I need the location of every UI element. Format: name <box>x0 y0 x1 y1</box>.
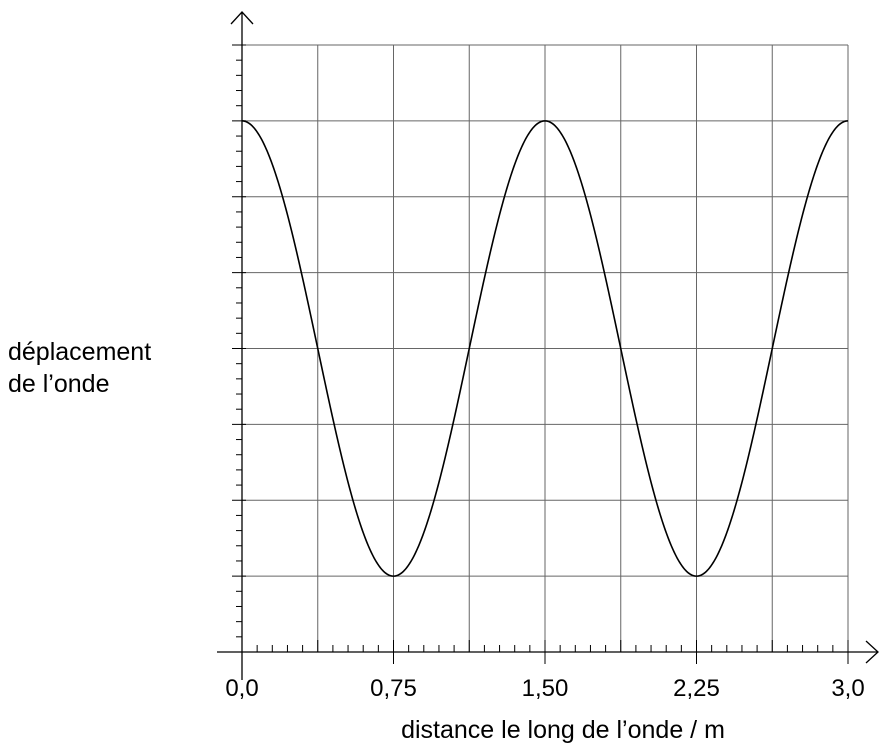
y-axis-arrow <box>230 11 254 25</box>
series <box>241 120 849 577</box>
minor-ticks <box>232 44 849 652</box>
y-axis-label-line1: déplacement <box>8 338 152 366</box>
x-tick-label: 3,0 <box>831 675 864 702</box>
x-axis-arrow <box>865 640 879 664</box>
x-axis-label: distance le long de l’onde / m <box>401 716 725 744</box>
y-axis-label-line2: de l’onde <box>8 370 110 398</box>
grid <box>242 44 849 652</box>
axes <box>217 11 879 680</box>
x-tick-label: 0,75 <box>370 675 417 702</box>
x-tick-labels: 0,0 0,75 1,50 2,25 3,0 <box>225 675 864 702</box>
x-tick-label: 2,25 <box>673 675 720 702</box>
wave-line <box>241 120 849 577</box>
x-tick-label: 1,50 <box>522 675 569 702</box>
y-axis-label: déplacement de l’onde <box>8 336 151 400</box>
x-tick-label: 0,0 <box>225 675 258 702</box>
